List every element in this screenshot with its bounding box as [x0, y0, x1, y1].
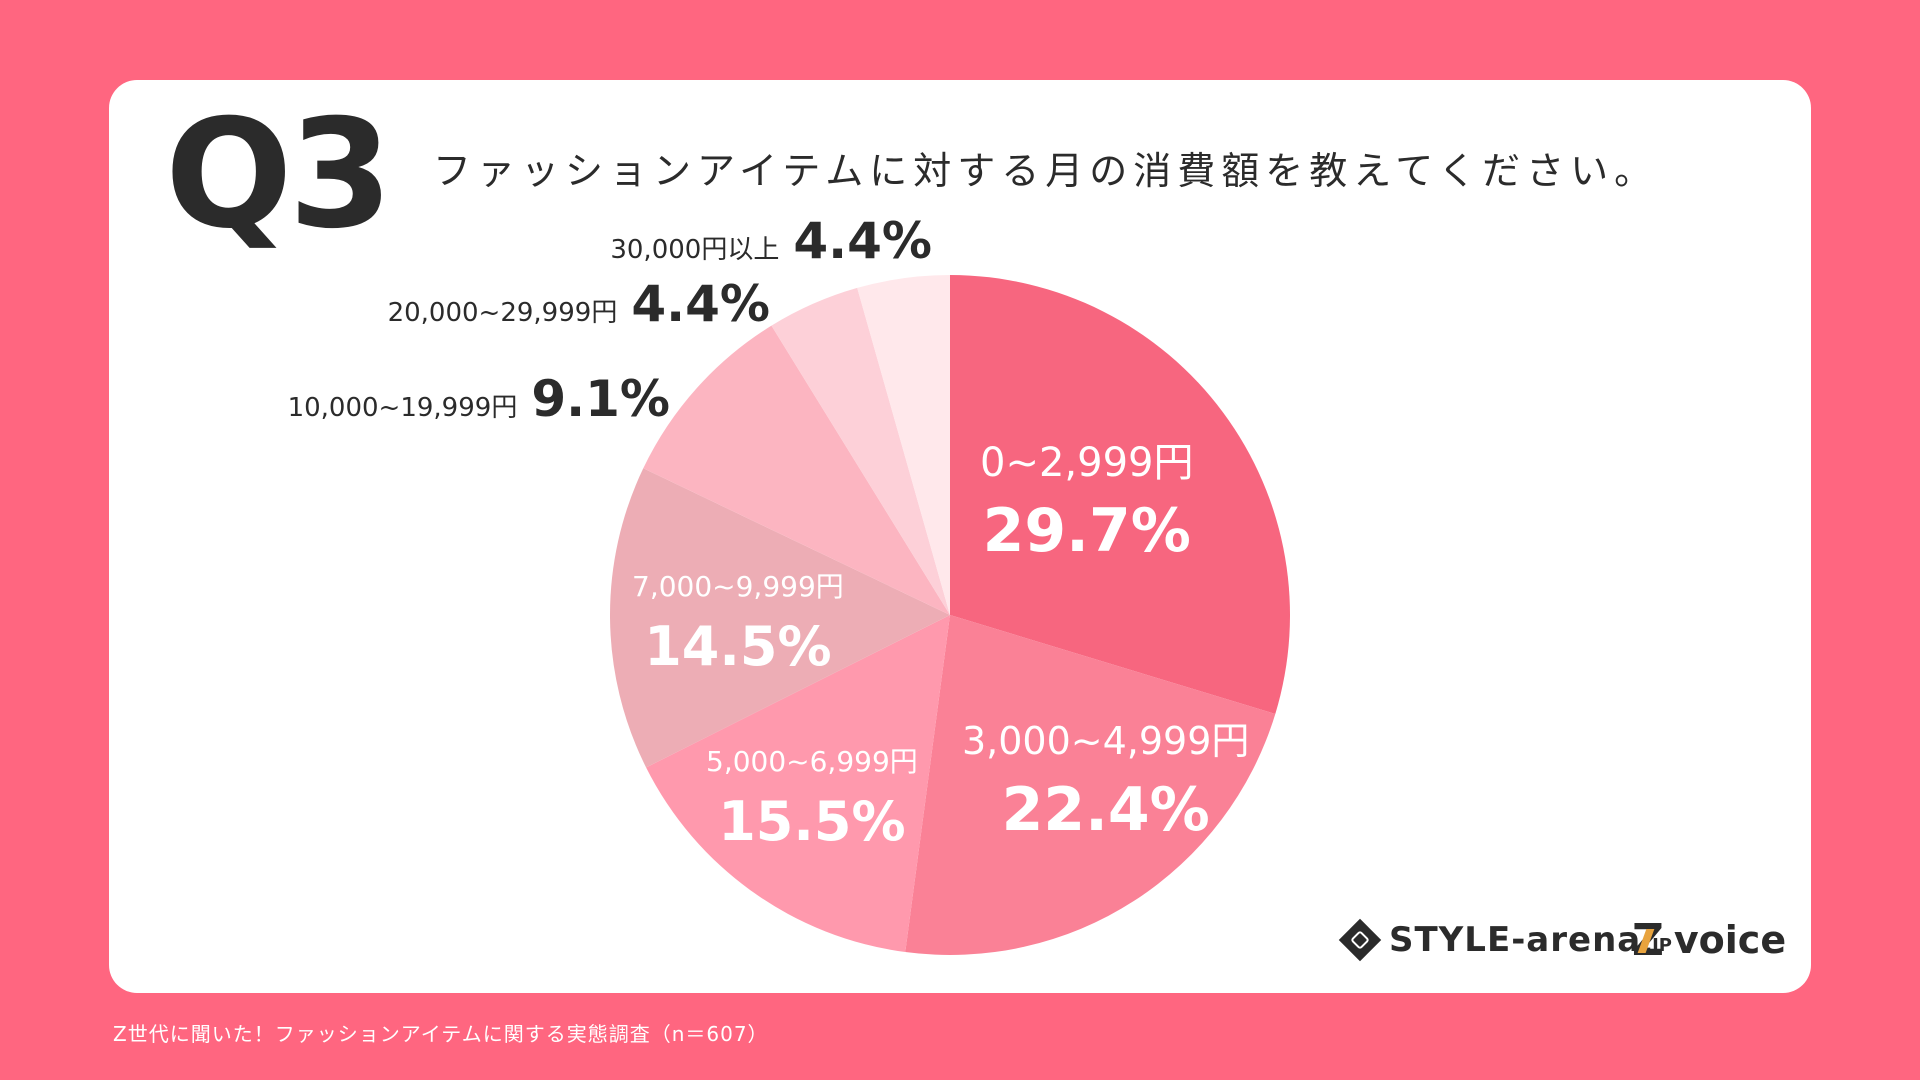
pie-slice-5 [771, 287, 950, 615]
slice-value-1: 22.4% [1001, 775, 1210, 845]
slice-label-1: 3,000~4,999円 22.4% [962, 710, 1249, 845]
slice-value-4: 9.1% [531, 370, 670, 428]
pie-slice-4 [643, 325, 950, 615]
slice-category-2: 5,000~6,999円 [706, 745, 918, 778]
slice-label-2: 5,000~6,999円 15.5% [706, 740, 918, 853]
slice-category-4: 10,000~19,999円 [287, 393, 518, 423]
zvoice-wordmark: voice [1673, 918, 1787, 962]
slice-value-0: 29.7% [982, 496, 1191, 566]
slice-category-1: 3,000~4,999円 [962, 719, 1250, 763]
pie-slice-0 [950, 275, 1290, 714]
slice-label-5: 20,000~29,999円 4.4% [388, 275, 770, 333]
question-title: ファッションアイテムに対する月の消費額を教えてください。 [433, 149, 1659, 193]
slice-label-3: 7,000~9,999円 14.5% [632, 565, 844, 678]
question-number: Q3 [165, 88, 393, 262]
style-arena-wordmark: STYLE-arena [1389, 920, 1642, 960]
pie-slice-3 [610, 468, 950, 768]
pie-slice-6 [857, 275, 950, 615]
pie-slice-1 [905, 615, 1276, 955]
slice-value-3: 14.5% [644, 615, 832, 678]
slice-label-0: 0~2,999円 29.7% [980, 430, 1193, 566]
slice-label-6: 30,000円以上 4.4% [610, 212, 932, 270]
slice-value-5: 4.4% [631, 275, 770, 333]
style-arena-mark-icon [1338, 918, 1382, 962]
slice-category-0: 0~2,999円 [980, 440, 1194, 486]
slice-category-6: 30,000円以上 [610, 235, 780, 265]
zvoice-mark-icon: Z [1632, 914, 1664, 966]
style-arena-logo: STYLE-arena .JP [1338, 918, 1672, 962]
slice-value-2: 15.5% [718, 790, 906, 853]
slice-value-6: 4.4% [793, 212, 932, 270]
slice-category-5: 20,000~29,999円 [387, 298, 618, 328]
survey-source: Z世代に聞いた！ファッションアイテムに関する実態調査（n＝607） [113, 1022, 769, 1046]
slice-label-4: 10,000~19,999円 9.1% [288, 370, 670, 428]
pie-slice-2 [646, 615, 950, 953]
slice-category-3: 7,000~9,999円 [632, 570, 844, 603]
zvoice-logo: Z voice [1632, 915, 1787, 966]
